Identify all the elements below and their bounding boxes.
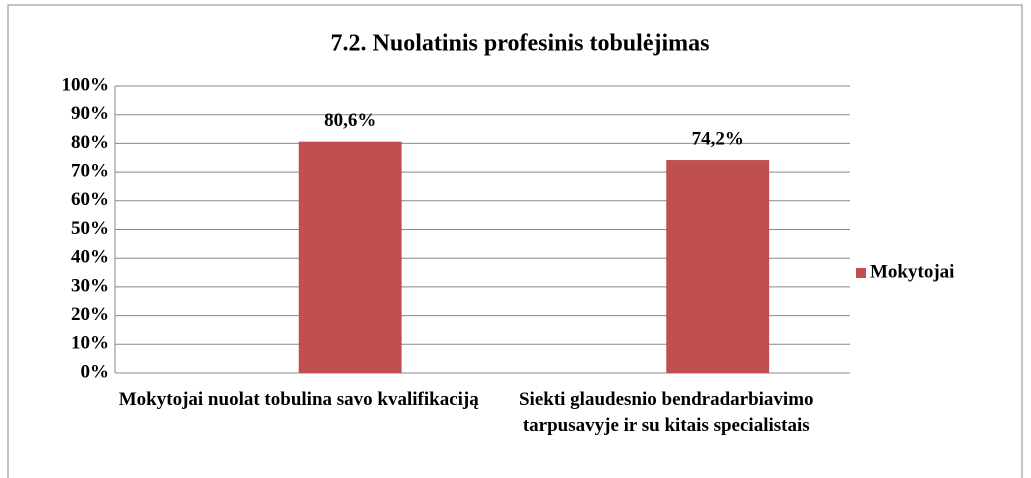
y-tick-label: 80% [71, 132, 109, 153]
y-tick-label: 30% [71, 275, 109, 296]
y-tick-label: 0% [81, 361, 110, 382]
legend-swatch [856, 268, 866, 278]
bar [666, 160, 770, 373]
legend-label: Mokytojai [870, 261, 954, 282]
bar [298, 141, 402, 373]
y-tick-label: 10% [71, 333, 109, 354]
x-tick-label: Mokytojai nuolat tobulina savo kvalifika… [118, 389, 479, 410]
chart-title: 7.2. Nuolatinis profesinis tobulėjimas [331, 31, 710, 57]
y-tick-label: 70% [71, 160, 109, 181]
chart-border [7, 4, 1023, 478]
y-tick-label: 90% [71, 103, 109, 124]
y-tick-label: 100% [62, 74, 110, 95]
x-tick-label: Siekti glaudesnio bendradarbiavimo tarpu… [518, 389, 814, 436]
y-tick-label: 40% [71, 247, 109, 268]
value-label: 74,2% [692, 128, 744, 149]
y-tick-label: 50% [71, 218, 109, 239]
y-tick-label: 60% [71, 189, 109, 210]
y-tick-label: 20% [71, 304, 109, 325]
value-label: 80,6% [324, 110, 376, 131]
